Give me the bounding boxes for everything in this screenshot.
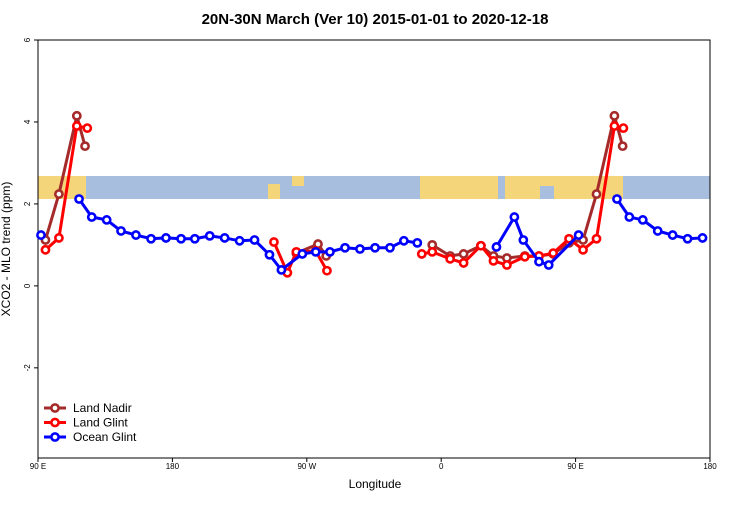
data-point bbox=[509, 212, 520, 222]
legend-label: Ocean Glint bbox=[73, 430, 137, 444]
x-tick-label: 180 bbox=[166, 462, 180, 471]
data-point bbox=[534, 256, 544, 267]
data-point bbox=[340, 242, 350, 253]
data-point bbox=[564, 233, 574, 244]
x-tick-label: 90 W bbox=[297, 462, 316, 471]
data-point bbox=[573, 230, 584, 240]
data-point bbox=[234, 235, 245, 246]
data-point bbox=[71, 121, 82, 131]
data-point bbox=[491, 242, 502, 252]
data-point bbox=[249, 235, 260, 245]
data-point bbox=[310, 246, 321, 257]
data-point bbox=[667, 230, 678, 240]
data-point bbox=[276, 264, 287, 275]
legend-marker bbox=[50, 432, 60, 442]
data-point bbox=[682, 233, 693, 244]
data-point bbox=[578, 244, 588, 255]
data-point bbox=[591, 189, 602, 199]
data-point bbox=[609, 110, 620, 121]
data-point bbox=[189, 233, 200, 244]
data-point bbox=[322, 265, 332, 276]
y-tick-label: 2 bbox=[23, 201, 32, 206]
y-tick-label: 4 bbox=[23, 119, 32, 124]
data-point bbox=[617, 141, 628, 152]
map-strip bbox=[38, 176, 710, 199]
data-point bbox=[269, 237, 279, 247]
data-point bbox=[40, 244, 51, 255]
data-point bbox=[161, 233, 171, 243]
y-tick-label: 0 bbox=[23, 283, 32, 288]
data-point bbox=[458, 258, 469, 268]
data-point bbox=[445, 253, 456, 264]
data-point bbox=[385, 242, 395, 253]
data-point bbox=[116, 226, 126, 236]
x-tick-label: 90 E bbox=[30, 462, 46, 471]
data-point bbox=[80, 141, 90, 152]
data-point bbox=[36, 230, 46, 240]
data-point bbox=[519, 251, 530, 262]
data-point bbox=[176, 233, 186, 244]
y-axis-label: XCO2 - MLO trend (ppm) bbox=[0, 182, 13, 317]
data-point bbox=[297, 249, 308, 259]
legend-marker bbox=[50, 403, 60, 413]
data-point bbox=[325, 246, 335, 257]
data-point bbox=[488, 255, 499, 266]
x-axis-label: Longitude bbox=[349, 477, 402, 491]
data-point bbox=[652, 226, 663, 236]
data-point bbox=[458, 249, 469, 259]
data-point bbox=[146, 233, 156, 244]
x-tick-label: 180 bbox=[703, 462, 717, 471]
data-point bbox=[74, 194, 84, 204]
data-point bbox=[624, 212, 635, 222]
data-point bbox=[370, 242, 380, 253]
data-point bbox=[612, 194, 622, 204]
data-point bbox=[427, 246, 438, 257]
data-point bbox=[412, 237, 423, 248]
y-tick-label: 6 bbox=[23, 37, 32, 42]
data-point bbox=[548, 248, 559, 258]
data-point bbox=[355, 244, 365, 254]
data-point bbox=[637, 215, 648, 225]
data-point bbox=[71, 110, 82, 121]
data-point bbox=[131, 230, 141, 240]
data-point bbox=[476, 240, 486, 251]
data-point bbox=[416, 249, 427, 259]
data-point bbox=[591, 233, 602, 244]
data-point bbox=[82, 123, 93, 134]
data-point bbox=[204, 230, 215, 241]
x-tick-label: 0 bbox=[439, 462, 444, 471]
legend-label: Land Glint bbox=[73, 416, 128, 430]
chart-title: 20N-30N March (Ver 10) 2015-01-01 to 202… bbox=[202, 11, 549, 28]
legend-marker bbox=[50, 417, 60, 428]
data-point bbox=[697, 233, 708, 243]
series-line bbox=[77, 198, 703, 272]
data-point bbox=[518, 235, 529, 245]
data-point bbox=[54, 233, 64, 243]
data-point bbox=[264, 249, 275, 260]
data-point bbox=[219, 233, 230, 243]
plot-frame bbox=[37, 39, 711, 459]
data-point bbox=[398, 235, 409, 246]
data-point bbox=[618, 123, 629, 134]
data-point bbox=[502, 260, 512, 270]
data-point bbox=[543, 260, 554, 270]
data-point bbox=[54, 189, 64, 199]
data-point bbox=[86, 212, 97, 222]
data-point bbox=[609, 121, 620, 131]
x-tick-label: 90 E bbox=[567, 462, 583, 471]
data-point bbox=[101, 215, 112, 225]
legend-label: Land Nadir bbox=[73, 401, 132, 415]
y-tick-label: -2 bbox=[23, 364, 32, 372]
